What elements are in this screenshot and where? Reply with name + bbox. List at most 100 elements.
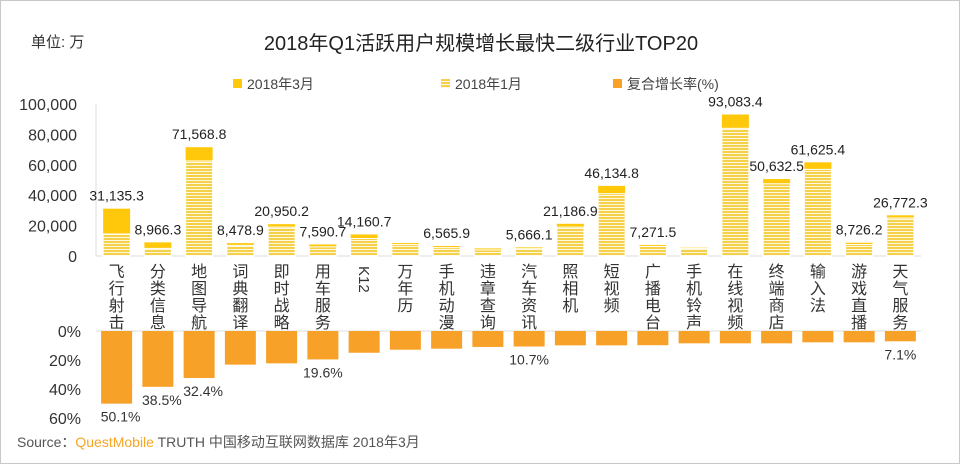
source-note: Source：QuestMobile TRUTH 中国移动互联网数据库 2018… — [17, 432, 420, 452]
bar-growth — [183, 331, 215, 378]
bar-growth — [142, 331, 174, 387]
bar-jan — [680, 247, 709, 257]
y-tick-label: 80,000 — [28, 127, 77, 144]
bar-jan — [886, 217, 915, 257]
data-label-growth: 7.1% — [884, 346, 916, 362]
bar-jan — [308, 246, 337, 257]
category-label: 手机铃声 — [686, 263, 702, 332]
bar-jan — [185, 160, 214, 257]
legend-label: 复合增长率(%) — [627, 76, 719, 92]
legend-label: 2018年3月 — [247, 76, 314, 92]
data-label-mar: 31,135.3 — [89, 188, 144, 204]
data-label-mar: 14,160.7 — [337, 213, 392, 229]
category-label: 照相机 — [562, 263, 578, 315]
bar-jan — [803, 168, 832, 257]
data-label-growth: 10.7% — [509, 352, 549, 368]
legend-swatch — [233, 79, 242, 88]
category-label: 分类信息 — [150, 263, 166, 332]
y-tick-label: 20,000 — [28, 219, 77, 236]
bar-jan — [515, 248, 544, 257]
data-label-mar: 71,568.8 — [172, 126, 227, 142]
bar-growth — [224, 331, 256, 365]
data-label-mar: 8,966.3 — [135, 221, 182, 237]
data-label-mar: 8,726.2 — [836, 222, 883, 238]
bar-jan — [350, 238, 379, 257]
bar-jan — [267, 226, 296, 257]
category-label: 用车服务 — [315, 264, 331, 332]
legend-label: 2018年1月 — [455, 76, 522, 92]
data-label-mar: 20,950.2 — [254, 203, 309, 219]
category-label: 终端商店 — [769, 263, 785, 332]
bar-jan — [721, 127, 750, 257]
category-label: 飞行射击 — [109, 264, 125, 332]
y2-tick-label: 40% — [49, 382, 81, 399]
legend-swatch — [441, 79, 450, 88]
category-label: 万年历 — [397, 264, 413, 315]
data-label-mar: 6,565.9 — [423, 225, 470, 241]
bar-growth — [513, 331, 545, 347]
data-label-mar: 7,271.5 — [630, 224, 677, 240]
data-label-mar: 26,772.3 — [873, 194, 928, 210]
data-label-mar: 46,134.8 — [584, 165, 639, 181]
y2-tick-label: 60% — [49, 411, 81, 428]
bar-growth — [884, 331, 916, 342]
bar-growth — [761, 331, 793, 344]
y2-tick-label: 0% — [58, 324, 81, 341]
bar-jan — [556, 226, 585, 257]
data-label-growth: 38.5% — [142, 392, 182, 408]
y-tick-label: 40,000 — [28, 188, 77, 205]
category-label: 即时战略 — [274, 264, 290, 332]
source-prefix: Source： — [17, 434, 76, 450]
data-label-growth: 50.1% — [101, 409, 141, 425]
bar-growth — [307, 331, 339, 360]
bar-jan — [762, 183, 791, 257]
data-label-mar: 61,625.4 — [791, 141, 846, 157]
source-brand: QuestMobile — [75, 434, 154, 450]
y2-tick-label: 20% — [49, 353, 81, 370]
data-label-mar: 8,478.9 — [217, 222, 264, 238]
category-label: 地图导航 — [191, 263, 207, 332]
bar-jan — [597, 193, 626, 257]
data-label-growth: 19.6% — [303, 364, 343, 380]
bar-growth — [348, 331, 380, 353]
source-text: TRUTH 中国移动互联网数据库 2018年3月 — [157, 434, 420, 450]
category-label: 输入法 — [810, 263, 826, 315]
bar-jan — [638, 245, 667, 257]
y-tick-label: 0 — [68, 249, 77, 266]
bar-growth — [554, 331, 586, 346]
category-label: K12 — [355, 266, 372, 293]
data-label-growth: 32.4% — [183, 383, 223, 399]
category-label: 天气服务 — [892, 264, 908, 332]
bar-growth — [389, 331, 421, 350]
bar-jan — [391, 244, 420, 257]
data-label-mar: 93,083.4 — [708, 94, 763, 110]
bar-jan — [845, 243, 874, 257]
bar-growth — [678, 331, 710, 344]
data-label-mar: 7,590.7 — [300, 223, 347, 239]
bar-jan — [432, 247, 461, 257]
legend-swatch — [613, 79, 622, 88]
category-label: 汽车资讯 — [521, 263, 537, 332]
bar-growth — [802, 331, 834, 343]
y-tick-label: 60,000 — [28, 158, 77, 175]
data-label-mar: 21,186.9 — [543, 203, 598, 219]
category-label: 游戏直播 — [851, 263, 867, 332]
bar-jan — [226, 244, 255, 257]
data-label-mar: 5,666.1 — [506, 226, 553, 242]
bar-growth — [431, 331, 463, 349]
category-label: 词典翻译 — [232, 263, 248, 332]
chart-title: 2018年Q1活跃用户规模增长最快二级行业TOP20 — [263, 33, 699, 55]
bar-jan — [102, 233, 131, 257]
unit-label: 单位: 万 — [31, 34, 85, 51]
category-label: 广播电台 — [645, 263, 661, 332]
bar-growth — [266, 331, 298, 364]
category-label: 在线视频 — [727, 263, 743, 332]
category-label: 手机动漫 — [439, 263, 455, 332]
bar-growth — [637, 331, 669, 346]
category-label: 违章查询 — [480, 263, 496, 332]
bar-jan — [143, 247, 172, 257]
bar-growth — [101, 331, 133, 404]
bar-growth — [719, 331, 751, 344]
